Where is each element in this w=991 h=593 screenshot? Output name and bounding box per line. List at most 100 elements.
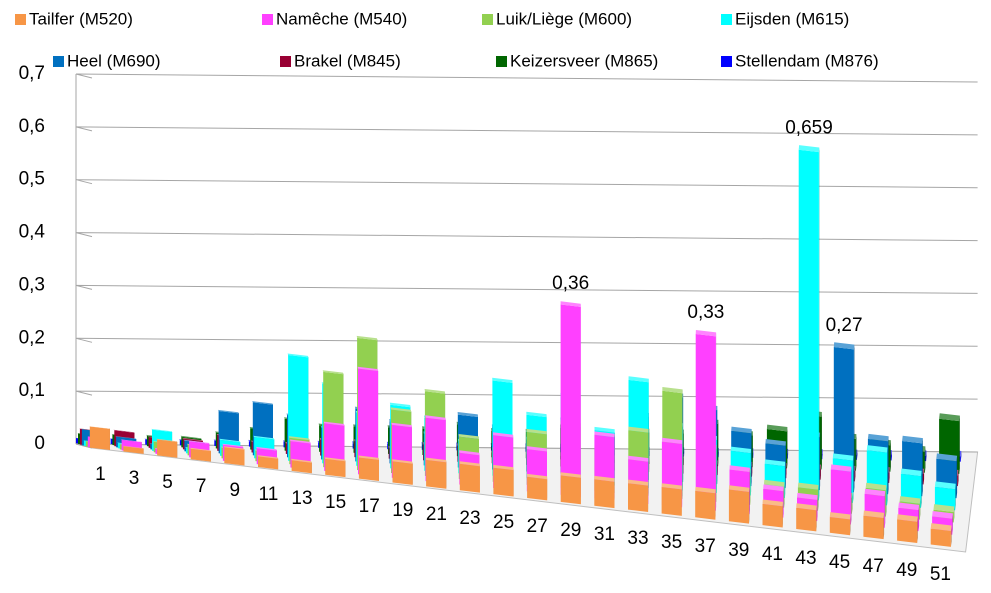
bar-side xyxy=(890,440,891,472)
bar-front xyxy=(393,461,413,485)
bar-front xyxy=(224,447,244,465)
x-tick-label: 47 xyxy=(863,556,884,577)
bar xyxy=(392,459,413,485)
x-tick-label: 3 xyxy=(129,468,140,489)
bar-front xyxy=(460,464,480,493)
x-tick-label: 31 xyxy=(594,524,615,545)
bar-side xyxy=(957,456,958,498)
bar xyxy=(628,480,648,512)
legend: Tailfer (M520)Namêche (M540)Luik/Liège (… xyxy=(15,9,879,70)
bar-front xyxy=(763,504,783,528)
bar-front xyxy=(359,458,379,482)
bar xyxy=(897,514,918,543)
y-tick-label: 0,2 xyxy=(19,327,45,348)
bar xyxy=(695,487,715,520)
bar-front xyxy=(527,477,547,501)
x-tick-label: 11 xyxy=(259,484,279,505)
bar-front xyxy=(931,529,951,547)
bar xyxy=(696,330,716,511)
bar-front xyxy=(325,459,345,477)
bar-front xyxy=(157,440,177,458)
x-tick-label: 1 xyxy=(95,464,106,485)
x-tick-label: 45 xyxy=(829,552,850,573)
grid-line xyxy=(76,233,978,241)
bar xyxy=(257,455,278,469)
bar-front xyxy=(830,517,850,535)
y-tick-label: 0,7 xyxy=(19,63,45,84)
x-tick-label: 37 xyxy=(695,536,716,557)
bar xyxy=(796,503,817,531)
bar-side xyxy=(853,456,854,503)
x-tick-label: 33 xyxy=(627,528,648,549)
legend-label: Brakel (M845) xyxy=(294,51,401,70)
y-tick-label: 0 xyxy=(34,433,45,454)
legend-label: Heel (M690) xyxy=(67,51,161,70)
bar xyxy=(89,426,110,450)
bar-side xyxy=(887,448,888,506)
x-tick-label: 23 xyxy=(459,508,480,529)
x-tick-label: 51 xyxy=(930,564,951,585)
bar-front xyxy=(561,305,581,498)
bar xyxy=(460,461,480,492)
legend-swatch xyxy=(721,56,732,67)
x-tick-label: 25 xyxy=(493,512,514,533)
legend-label: Luik/Liège (M600) xyxy=(496,9,632,28)
bar-front xyxy=(729,490,749,524)
bar-front xyxy=(863,516,883,540)
bar-front xyxy=(662,487,682,516)
bar-front xyxy=(695,491,715,520)
x-tick-label: 5 xyxy=(162,472,173,493)
x-tick-label: 21 xyxy=(426,504,447,525)
y-tick-label: 0,6 xyxy=(19,116,45,137)
grid-line xyxy=(76,180,978,188)
legend-label: Eijsden (M615) xyxy=(735,9,849,28)
x-tick-label: 17 xyxy=(359,496,380,517)
y-tick-label: 0,4 xyxy=(19,222,46,243)
bar xyxy=(493,465,513,497)
bar xyxy=(291,459,312,474)
y-tick-label: 0,5 xyxy=(19,169,45,190)
legend-swatch xyxy=(280,56,291,67)
bar xyxy=(799,145,820,500)
x-tick-label: 49 xyxy=(896,560,917,581)
bar xyxy=(359,456,380,482)
bar-side xyxy=(921,471,922,508)
bar-side xyxy=(922,438,923,496)
bar-front xyxy=(561,475,581,504)
bar-front xyxy=(426,460,446,489)
bar-front xyxy=(799,150,819,501)
bar-side xyxy=(959,416,960,474)
bar xyxy=(931,523,952,547)
bar xyxy=(561,301,581,497)
x-tick-label: 15 xyxy=(325,492,346,513)
legend-swatch xyxy=(53,56,64,67)
bar-front xyxy=(594,479,614,508)
bar xyxy=(527,474,547,501)
bar-front xyxy=(696,334,716,511)
bar-front xyxy=(897,519,917,543)
x-tick-label: 7 xyxy=(196,476,207,497)
grid-line xyxy=(76,74,978,82)
bar xyxy=(763,500,784,528)
legend-swatch xyxy=(482,14,493,25)
data-label: 0,659 xyxy=(785,118,833,139)
y-tick-label: 0,1 xyxy=(19,380,45,401)
legend-swatch xyxy=(721,14,732,25)
x-tick-label: 27 xyxy=(527,516,548,537)
bar-front xyxy=(90,427,110,451)
data-label: 0,36 xyxy=(552,273,589,294)
bar xyxy=(594,476,614,508)
bar xyxy=(224,446,245,465)
x-tick-label: 35 xyxy=(661,532,682,553)
legend-label: Namêche (M540) xyxy=(276,9,407,28)
bar-side xyxy=(885,491,886,528)
bar-side xyxy=(886,485,887,516)
bar-side xyxy=(851,467,852,525)
legend-label: Stellendam (M876) xyxy=(735,51,879,70)
bar xyxy=(426,458,446,489)
bar xyxy=(325,457,346,477)
y-tick-label: 0,3 xyxy=(19,274,45,295)
bar xyxy=(662,483,682,516)
bar-side xyxy=(888,436,889,494)
